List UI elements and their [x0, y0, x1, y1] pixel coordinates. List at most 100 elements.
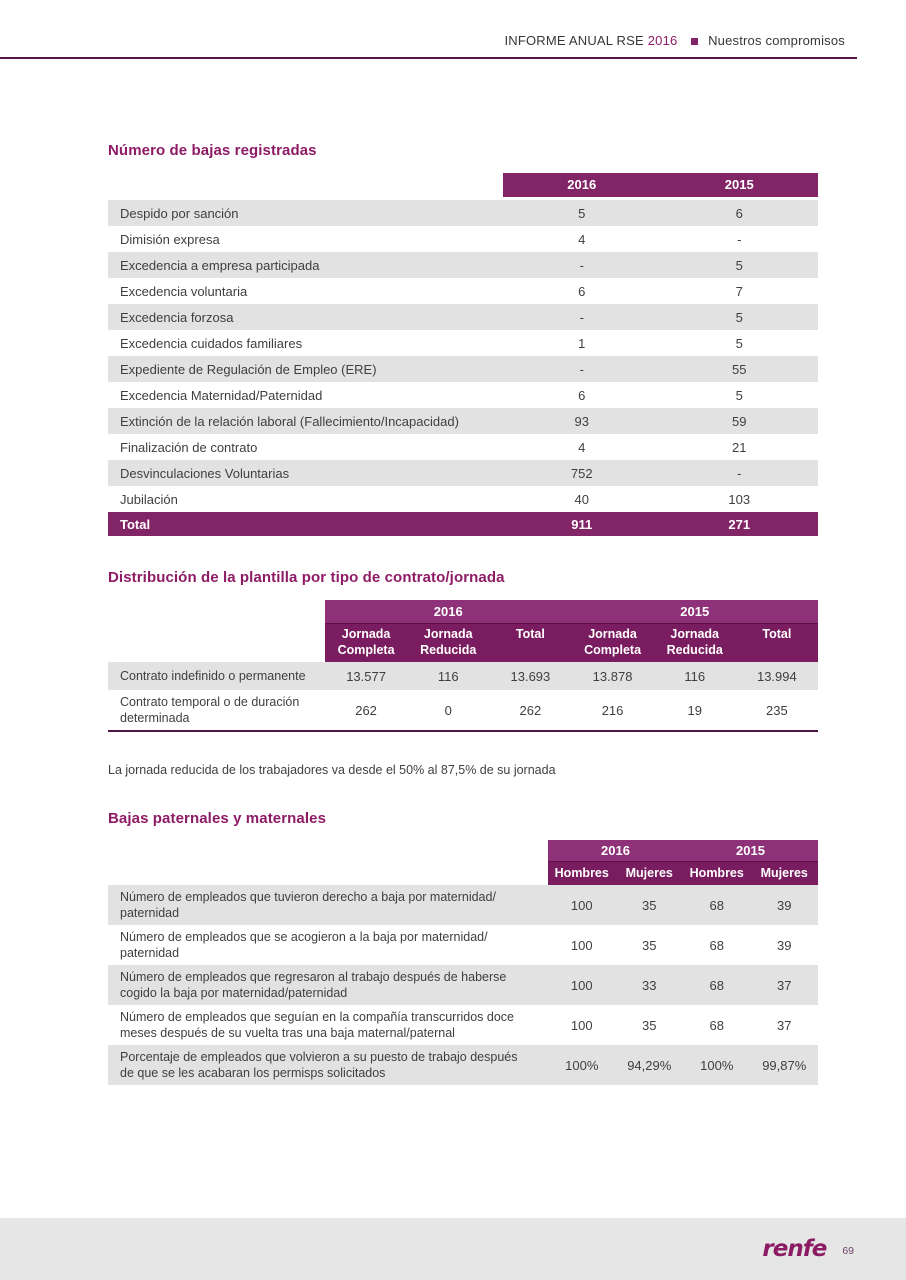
row-label: Despido por sanción — [120, 205, 239, 221]
table1-col-2015: 2015 — [724, 177, 754, 192]
table1-title: Número de bajas registradas — [108, 142, 317, 159]
table2-year-columns: 2016 2015 — [325, 600, 818, 624]
value-2016: 5 — [578, 205, 586, 221]
table-row: Jubilación 40 103 — [108, 486, 818, 512]
table3-subheader-row: Hombres Mujeres Hombres Mujeres — [108, 862, 818, 885]
cell-value: 262 — [355, 702, 377, 718]
cell-value: 33 — [642, 977, 657, 993]
row-label: Dimisión expresa — [120, 231, 220, 247]
section-name: Nuestros compromisos — [708, 33, 845, 48]
cell-value: 39 — [777, 937, 792, 953]
cell-value: 116 — [684, 668, 706, 684]
table-row: Número de empleados que tuvieron derecho… — [108, 885, 818, 925]
col-jornada-reducida-2015: Jornada Reducida — [666, 627, 723, 657]
cell-value: 216 — [601, 702, 624, 718]
col-jornada-reducida-2016: Jornada Reducida — [420, 627, 477, 657]
value-2016: 4 — [578, 439, 586, 455]
header-text-line: INFORME ANUAL RSE 2016 Nuestros compromi… — [0, 33, 906, 48]
square-bullet-icon — [691, 37, 699, 45]
table-row: Contrato temporal o de duración determin… — [108, 690, 818, 730]
table1-body: Despido por sanción 5 6 Dimisión expresa… — [108, 200, 818, 512]
value-2016: 6 — [578, 283, 586, 299]
table-bajas-paternales: 2016 2015 Hombres Mujeres Hombres Mujere… — [108, 840, 818, 1085]
table-bajas-registradas: 2016 2015 Despido por sanción 5 6 Dimisi… — [108, 173, 818, 536]
row-label: Finalización de contrato — [120, 439, 258, 455]
table-row: Porcentaje de empleados que volvieron a … — [108, 1045, 818, 1085]
cell-value: 94,29% — [627, 1057, 672, 1073]
table-row: Contrato indefinido o permanente 13.577 … — [108, 662, 818, 690]
table3-year-columns: 2016 2015 — [548, 840, 818, 862]
report-year: 2016 — [647, 33, 678, 48]
cell-value: 100 — [570, 1017, 593, 1033]
row-label: Expediente de Regulación de Empleo (ERE) — [120, 361, 377, 377]
cell-value: 13.577 — [346, 668, 386, 684]
table-row: Finalización de contrato 4 21 — [108, 434, 818, 460]
value-2015: 5 — [735, 257, 743, 273]
col-hombres-2016: Hombres — [554, 866, 609, 880]
table3-group-2016: 2016 — [601, 843, 630, 858]
value-2016: 6 — [578, 387, 586, 403]
cell-value: 35 — [642, 1017, 657, 1033]
cell-value: 68 — [709, 1017, 724, 1033]
table2-title: Distribución de la plantilla por tipo de… — [108, 569, 505, 586]
total-label: Total — [120, 516, 151, 532]
table1-year-columns: 2016 2015 — [503, 173, 818, 197]
total-2015: 271 — [728, 516, 751, 532]
page-number: 69 — [842, 1245, 854, 1257]
table2-subheader-row: Jornada Completa Jornada Reducida Total … — [108, 624, 818, 662]
table1-header-row: 2016 2015 — [108, 173, 818, 197]
value-2016: 93 — [574, 413, 589, 429]
value-2016: 752 — [570, 465, 593, 481]
col-mujeres-2016: Mujeres — [625, 866, 673, 880]
table2-subheader-columns: Jornada Completa Jornada Reducida Total … — [325, 624, 818, 662]
value-2015: 5 — [735, 387, 743, 403]
table-row: Excedencia forzosa - 5 — [108, 304, 818, 330]
cell-value: 68 — [709, 897, 724, 913]
cell-value: 100 — [570, 897, 593, 913]
cell-value: 39 — [777, 897, 792, 913]
cell-value: 35 — [642, 937, 657, 953]
value-2015: 6 — [735, 205, 743, 221]
table3-subheader-spacer — [108, 862, 548, 885]
value-2016: 40 — [574, 491, 589, 507]
cell-value: 19 — [687, 702, 702, 718]
table1-total-row: Total 911 271 — [108, 512, 818, 536]
cell-value: 100 — [570, 937, 593, 953]
table-row: Número de empleados que se acogieron a l… — [108, 925, 818, 965]
table-row: Dimisión expresa 4 - — [108, 226, 818, 252]
row-label: Número de empleados que tuvieron derecho… — [120, 889, 496, 920]
header-rule — [0, 57, 857, 59]
cell-value: 68 — [709, 937, 724, 953]
col-total-2015: Total — [762, 627, 792, 641]
cell-value: 37 — [777, 1017, 792, 1033]
value-2015: - — [737, 231, 742, 247]
table2-year-row: 2016 2015 — [108, 600, 818, 624]
value-2015: 55 — [732, 361, 747, 377]
table3-body: Número de empleados que tuvieron derecho… — [108, 885, 818, 1085]
row-label: Excedencia Maternidad/Paternidad — [120, 387, 323, 403]
table2-group-2015: 2015 — [680, 604, 710, 619]
cell-value: 99,87% — [762, 1057, 807, 1073]
row-label: Excedencia cuidados familiares — [120, 335, 303, 351]
row-label: Jubilación — [120, 491, 178, 507]
value-2015: 59 — [732, 413, 747, 429]
value-2016: - — [579, 309, 584, 325]
row-label: Excedencia voluntaria — [120, 283, 248, 299]
value-2016: - — [579, 257, 584, 273]
row-label: Excedencia a empresa participada — [120, 257, 320, 273]
page-content: Número de bajas registradas 2016 2015 De… — [108, 142, 818, 1085]
col-hombres-2015: Hombres — [689, 866, 744, 880]
cell-value: 13.878 — [592, 668, 633, 684]
col-mujeres-2015: Mujeres — [760, 866, 808, 880]
table-row: Número de empleados que regresaron al tr… — [108, 965, 818, 1005]
table-distribucion-plantilla: 2016 2015 Jornada Completa Jornada Reduc… — [108, 600, 818, 732]
page-header: INFORME ANUAL RSE 2016 Nuestros compromi… — [0, 0, 906, 59]
cell-value: 37 — [777, 977, 792, 993]
table3-group-2015: 2015 — [736, 843, 765, 858]
table2-group-2016: 2016 — [433, 604, 463, 619]
cell-value: 35 — [642, 897, 657, 913]
total-2016: 911 — [571, 516, 593, 532]
row-label: Número de empleados que se acogieron a l… — [120, 929, 488, 960]
table-row: Desvinculaciones Voluntarias 752 - — [108, 460, 818, 486]
